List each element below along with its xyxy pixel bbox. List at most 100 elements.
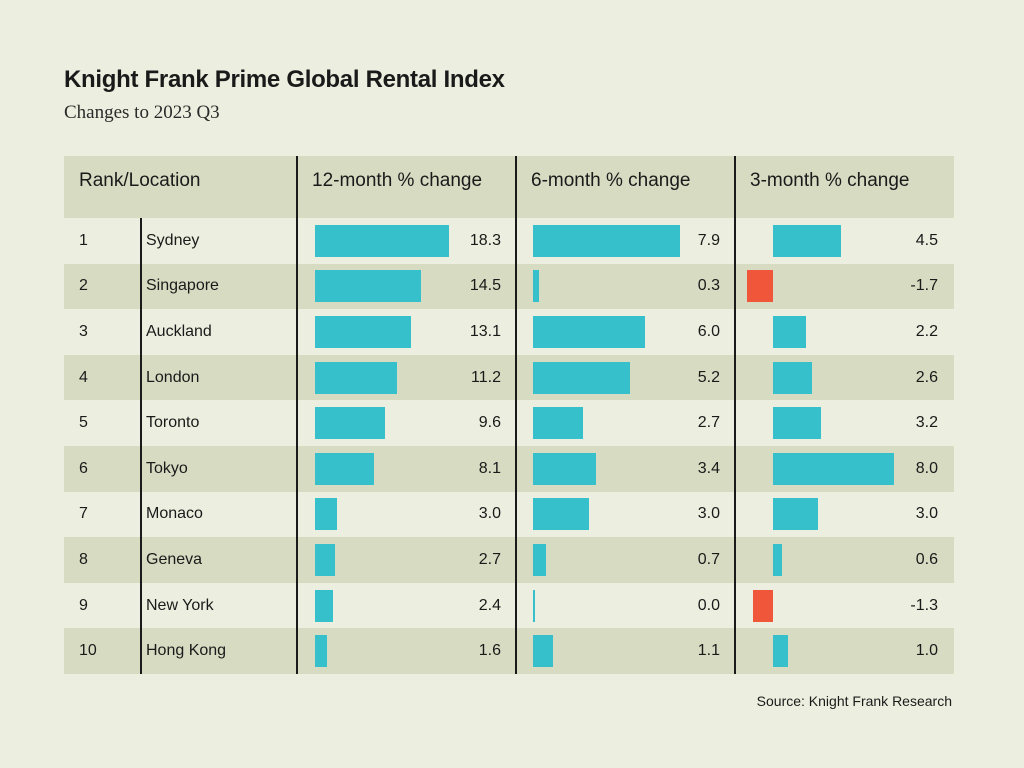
table-row: 2 Singapore 14.5 0.3 -1.7 bbox=[64, 263, 954, 310]
m3-bar bbox=[753, 589, 773, 622]
table-row: 7 Monaco 3.0 3.0 3.0 bbox=[64, 492, 954, 538]
location-cell: Geneva bbox=[146, 550, 203, 568]
location-cell: Toronto bbox=[146, 414, 200, 432]
m6-bar bbox=[533, 543, 547, 576]
table-row: 5 Toronto 9.6 2.7 3.2 bbox=[64, 400, 954, 446]
rank-cell: 10 bbox=[79, 642, 97, 660]
m6-value: 1.1 bbox=[697, 642, 720, 660]
location-cell: Hong Kong bbox=[146, 642, 227, 660]
table-row: 4 London 11.2 5.2 2.6 bbox=[64, 354, 954, 401]
m12-value: 8.1 bbox=[478, 459, 501, 477]
m6-value: 6.0 bbox=[697, 322, 720, 340]
m6-bar bbox=[533, 224, 680, 257]
location-cell: New York bbox=[146, 596, 214, 614]
rank-cell: 8 bbox=[79, 550, 88, 568]
m12-value: 2.4 bbox=[478, 596, 501, 614]
m3-value: 2.6 bbox=[915, 368, 938, 386]
header-3-month: 3-month % change bbox=[750, 170, 910, 191]
m3-value: -1.7 bbox=[910, 277, 938, 295]
column-divider-12m bbox=[296, 156, 298, 674]
m3-bar bbox=[773, 498, 819, 531]
table-header: Rank/Location 12-month % change 6-month … bbox=[64, 156, 954, 218]
rank-cell: 1 bbox=[79, 231, 88, 249]
location-cell: Singapore bbox=[146, 277, 219, 295]
m3-bar bbox=[773, 315, 807, 348]
m3-value: 4.5 bbox=[915, 231, 938, 249]
m6-bar bbox=[533, 498, 589, 531]
header-6-month: 6-month % change bbox=[531, 170, 691, 191]
m6-bar bbox=[533, 589, 535, 622]
m3-bar bbox=[773, 452, 894, 485]
table-row: 8 Geneva 2.7 0.7 0.6 bbox=[64, 537, 954, 583]
m6-value: 0.0 bbox=[697, 596, 720, 614]
m6-bar bbox=[533, 635, 554, 668]
m12-bar bbox=[315, 270, 422, 303]
m6-value: 0.7 bbox=[697, 550, 720, 568]
rank-cell: 2 bbox=[79, 277, 88, 295]
m3-bar bbox=[773, 635, 789, 668]
m12-value: 9.6 bbox=[478, 414, 501, 432]
rank-cell: 7 bbox=[79, 505, 88, 523]
m3-bar bbox=[747, 270, 773, 303]
m3-value: 3.0 bbox=[915, 505, 938, 523]
rank-cell: 4 bbox=[79, 368, 88, 386]
location-cell: Sydney bbox=[146, 231, 200, 249]
chart-subtitle: Changes to 2023 Q3 bbox=[64, 102, 220, 123]
header-12-month: 12-month % change bbox=[312, 170, 483, 191]
m12-bar bbox=[315, 498, 337, 531]
m12-value: 18.3 bbox=[469, 231, 501, 249]
m12-value: 2.7 bbox=[478, 550, 501, 568]
location-cell: Monaco bbox=[146, 505, 203, 523]
chart-title: Knight Frank Prime Global Rental Index bbox=[64, 66, 505, 93]
rank-location-divider bbox=[140, 218, 142, 674]
location-cell: London bbox=[146, 368, 200, 386]
m3-value: 1.0 bbox=[915, 642, 938, 660]
table-row: 6 Tokyo 8.1 3.4 8.0 bbox=[64, 446, 954, 492]
rank-cell: 3 bbox=[79, 322, 88, 340]
m12-value: 3.0 bbox=[478, 505, 501, 523]
m12-bar bbox=[315, 224, 449, 257]
rental-index-table: Rank/Location 12-month % change 6-month … bbox=[64, 156, 954, 674]
rank-cell: 6 bbox=[79, 459, 88, 477]
m12-bar bbox=[315, 361, 397, 394]
m12-value: 1.6 bbox=[478, 642, 501, 660]
header-rank-location: Rank/Location bbox=[79, 170, 201, 191]
m12-bar bbox=[315, 589, 333, 622]
column-divider-3m bbox=[734, 156, 736, 674]
m6-value: 3.0 bbox=[697, 505, 720, 523]
m6-value: 7.9 bbox=[697, 231, 720, 249]
location-cell: Tokyo bbox=[146, 459, 188, 477]
m12-bar bbox=[315, 543, 335, 576]
rank-cell: 5 bbox=[79, 414, 88, 432]
m6-value: 2.7 bbox=[697, 414, 720, 432]
m3-bar bbox=[773, 407, 822, 440]
m6-value: 0.3 bbox=[697, 277, 720, 295]
m3-value: 2.2 bbox=[915, 322, 938, 340]
m6-bar bbox=[533, 361, 630, 394]
source-note: Source: Knight Frank Research bbox=[756, 693, 952, 709]
column-divider-6m bbox=[515, 156, 517, 674]
m12-bar bbox=[315, 315, 411, 348]
location-cell: Auckland bbox=[146, 322, 212, 340]
table-row: 1 Sydney 18.3 7.9 4.5 bbox=[64, 218, 954, 264]
m12-bar bbox=[315, 407, 386, 440]
m6-bar bbox=[533, 407, 584, 440]
m6-value: 5.2 bbox=[697, 368, 720, 386]
m12-bar bbox=[315, 452, 375, 485]
m3-value: 8.0 bbox=[915, 459, 938, 477]
m6-bar bbox=[533, 315, 645, 348]
table-row: 10 Hong Kong 1.6 1.1 1.0 bbox=[64, 628, 954, 674]
m12-value: 13.1 bbox=[469, 322, 501, 340]
rank-cell: 9 bbox=[79, 596, 88, 614]
m3-bar bbox=[773, 361, 813, 394]
m3-value: 3.2 bbox=[915, 414, 938, 432]
m3-bar bbox=[773, 224, 842, 257]
m12-value: 11.2 bbox=[471, 368, 501, 386]
m12-value: 14.5 bbox=[469, 277, 501, 295]
table-row: 9 New York 2.4 0.0 -1.3 bbox=[64, 583, 954, 629]
m6-bar bbox=[533, 452, 597, 485]
m3-value: 0.6 bbox=[915, 550, 938, 568]
m6-value: 3.4 bbox=[697, 459, 720, 477]
m12-bar bbox=[315, 635, 327, 668]
m3-bar bbox=[773, 543, 783, 576]
